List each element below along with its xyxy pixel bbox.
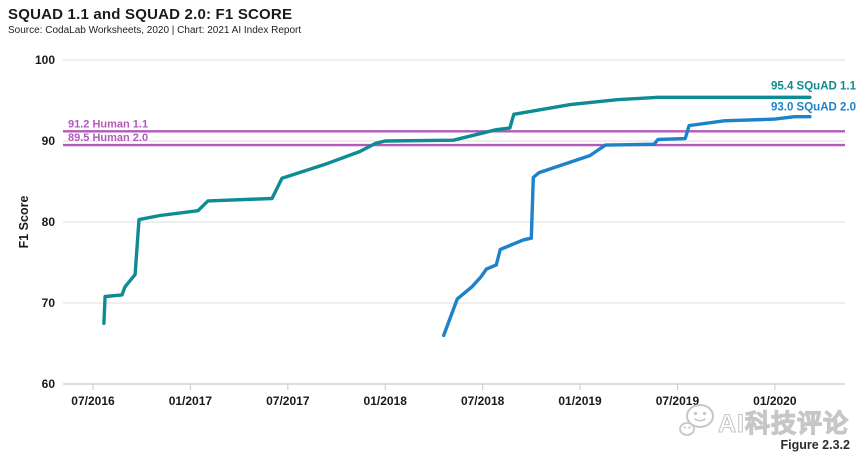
watermark-text: AI科技评论	[717, 410, 850, 439]
reference-line-label-2: 89.5 Human 2.0	[68, 132, 148, 144]
x-tick-label-1: 01/2017	[169, 394, 213, 408]
y-tick-label-60: 60	[42, 377, 56, 391]
series-end-label-squad-2-0: 93.0 SQuAD 2.0	[771, 102, 856, 114]
watermark: AI科技评论	[678, 400, 849, 440]
series-end-label-squad-1-1: 95.4 SQuAD 1.1	[771, 80, 857, 92]
x-tick-label-0: 07/2016	[71, 394, 115, 408]
x-tick-label-2: 07/2017	[266, 394, 310, 408]
x-tick-label-7: 01/2020	[753, 394, 797, 408]
x-tick-label-5: 01/2019	[558, 394, 602, 408]
x-tick-label-3: 01/2018	[364, 394, 408, 408]
y-tick-label-100: 100	[35, 53, 55, 67]
wechat-icon	[679, 404, 714, 436]
chart-source-line: Source: CodaLab Worksheets, 2020 | Chart…	[8, 25, 302, 36]
y-tick-label-80: 80	[42, 215, 56, 229]
series-line-squad-2-0	[442, 114, 812, 338]
y-tick-label-90: 90	[42, 134, 56, 148]
reference-line-label-1: 91.2 Human 1.1	[68, 118, 148, 130]
chart-title: SQUAD 1.1 and SQUAD 2.0: F1 SCORE	[8, 6, 293, 23]
x-tick-label-6: 07/2019	[656, 394, 700, 408]
series-line-squad-1-1	[102, 95, 812, 325]
y-tick-label-70: 70	[42, 296, 56, 310]
figure-caption: Figure 2.3.2	[780, 438, 850, 452]
x-tick-label-4: 07/2018	[461, 394, 505, 408]
